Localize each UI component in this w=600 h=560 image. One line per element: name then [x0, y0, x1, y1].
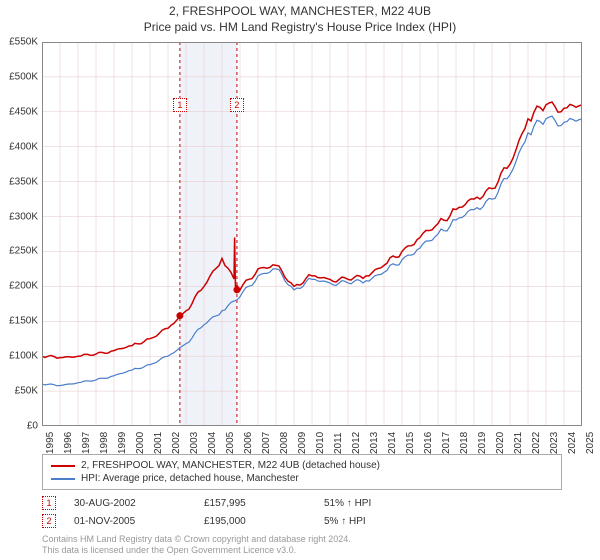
x-tick-label: 2015 — [405, 432, 416, 454]
legend: 2, FRESHPOOL WAY, MANCHESTER, M22 4UB (d… — [42, 454, 562, 490]
y-tick-label: £300K — [9, 211, 38, 222]
transactions-table: 1 30-AUG-2002 £157,995 51% ↑ HPI 2 01-NO… — [42, 494, 562, 530]
marker-id-box: 2 — [42, 514, 56, 528]
legend-label: HPI: Average price, detached house, Manc… — [81, 473, 299, 484]
attribution-line: Contains HM Land Registry data © Crown c… — [42, 534, 351, 545]
y-tick-label: £0 — [27, 421, 38, 432]
x-tick-label: 1996 — [63, 432, 74, 454]
y-tick-label: £250K — [9, 246, 38, 257]
transaction-price: £195,000 — [204, 516, 324, 527]
legend-item: HPI: Average price, detached house, Manc… — [51, 472, 553, 485]
legend-label: 2, FRESHPOOL WAY, MANCHESTER, M22 4UB (d… — [81, 460, 380, 471]
x-tick-label: 2013 — [369, 432, 380, 454]
plot-border — [42, 42, 582, 426]
x-tick-label: 2009 — [297, 432, 308, 454]
x-tick-label: 2017 — [441, 432, 452, 454]
chart-titles: 2, FRESHPOOL WAY, MANCHESTER, M22 4UB Pr… — [0, 0, 600, 34]
x-tick-label: 2022 — [531, 432, 542, 454]
y-tick-label: £200K — [9, 281, 38, 292]
marker-id-box: 1 — [42, 496, 56, 510]
x-tick-label: 2020 — [495, 432, 506, 454]
y-tick-label: £350K — [9, 176, 38, 187]
y-tick-label: £500K — [9, 71, 38, 82]
inplot-marker-box: 1 — [173, 98, 187, 112]
x-tick-label: 2019 — [477, 432, 488, 454]
chart-container: 2, FRESHPOOL WAY, MANCHESTER, M22 4UB Pr… — [0, 0, 600, 560]
x-tick-label: 2003 — [189, 432, 200, 454]
y-tick-label: £100K — [9, 351, 38, 362]
x-tick-label: 2011 — [333, 432, 344, 454]
table-row: 2 01-NOV-2005 £195,000 5% ↑ HPI — [42, 512, 562, 530]
x-tick-label: 2006 — [243, 432, 254, 454]
transaction-price: £157,995 — [204, 498, 324, 509]
inplot-marker-box: 2 — [230, 98, 244, 112]
plot-area — [42, 42, 582, 426]
x-tick-label: 1998 — [99, 432, 110, 454]
y-tick-label: £550K — [9, 37, 38, 48]
x-tick-label: 1995 — [45, 432, 56, 454]
x-tick-label: 2012 — [351, 432, 362, 454]
chart-title-line2: Price paid vs. HM Land Registry's House … — [0, 20, 600, 34]
x-tick-label: 2010 — [315, 432, 326, 454]
attribution-line: This data is licensed under the Open Gov… — [42, 545, 351, 556]
transaction-hpi-delta: 5% ↑ HPI — [324, 516, 444, 527]
x-tick-label: 2005 — [225, 432, 236, 454]
y-tick-label: £50K — [15, 386, 38, 397]
x-tick-label: 2008 — [279, 432, 290, 454]
y-tick-label: £400K — [9, 141, 38, 152]
table-row: 1 30-AUG-2002 £157,995 51% ↑ HPI — [42, 494, 562, 512]
x-tick-label: 2023 — [549, 432, 560, 454]
y-tick-label: £450K — [9, 106, 38, 117]
x-tick-label: 2002 — [171, 432, 182, 454]
x-tick-label: 2025 — [585, 432, 596, 454]
x-tick-label: 2014 — [387, 432, 398, 454]
legend-swatch — [51, 465, 75, 467]
transaction-date: 30-AUG-2002 — [74, 498, 204, 509]
transaction-date: 01-NOV-2005 — [74, 516, 204, 527]
x-tick-label: 2018 — [459, 432, 470, 454]
legend-item: 2, FRESHPOOL WAY, MANCHESTER, M22 4UB (d… — [51, 459, 553, 472]
chart-title-line1: 2, FRESHPOOL WAY, MANCHESTER, M22 4UB — [0, 4, 600, 18]
x-tick-label: 1997 — [81, 432, 92, 454]
x-tick-label: 1999 — [117, 432, 128, 454]
x-tick-label: 2007 — [261, 432, 272, 454]
transaction-hpi-delta: 51% ↑ HPI — [324, 498, 444, 509]
y-tick-label: £150K — [9, 316, 38, 327]
attribution: Contains HM Land Registry data © Crown c… — [42, 534, 351, 556]
x-tick-label: 2004 — [207, 432, 218, 454]
legend-swatch — [51, 478, 75, 480]
x-tick-label: 2021 — [513, 432, 524, 454]
x-tick-label: 2001 — [153, 432, 164, 454]
x-tick-label: 2000 — [135, 432, 146, 454]
x-tick-label: 2016 — [423, 432, 434, 454]
x-tick-label: 2024 — [567, 432, 578, 454]
